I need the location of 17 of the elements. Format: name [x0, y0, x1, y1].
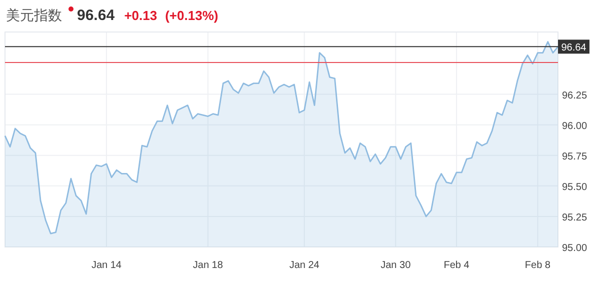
x-tick-label: Feb 8	[524, 260, 551, 271]
x-tick-label: Jan 30	[380, 260, 412, 271]
y-tick-label: 96.00	[562, 120, 588, 132]
y-tick-label: 95.25	[562, 212, 588, 224]
chart-title: 美元指数	[6, 7, 62, 23]
y-tick-label: 95.75	[562, 151, 588, 162]
y-tick-label: 95.00	[562, 243, 588, 254]
ref-line-label: 96.64	[561, 42, 587, 54]
x-tick-label: Jan 24	[289, 260, 320, 271]
text: +0.13	[124, 8, 158, 23]
x-tick-label: Feb 4	[444, 260, 470, 271]
chart-subtitle: 96.64	[77, 7, 116, 24]
x-tick-label: Jan 18	[192, 260, 224, 271]
x-tick-label: Jan 14	[91, 260, 122, 271]
y-tick-label: 95.50	[562, 182, 588, 193]
y-tick-label: 96.25	[562, 90, 588, 102]
text: (+0.13%)	[165, 8, 218, 23]
